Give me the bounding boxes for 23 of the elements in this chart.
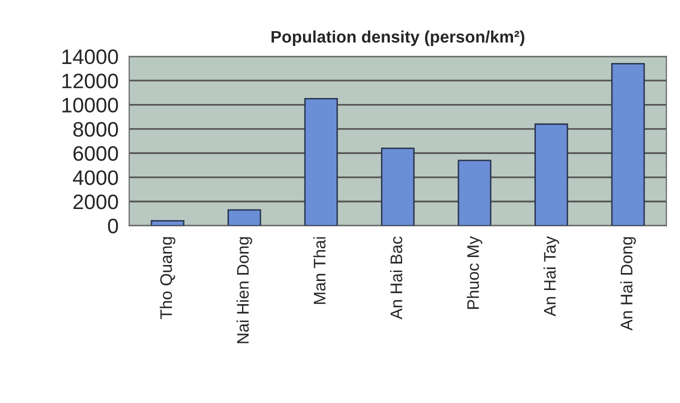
y-tick-label: 0 <box>108 218 118 234</box>
y-tick-label: 6000 <box>74 146 118 161</box>
bar <box>611 62 645 226</box>
x-tick-label: An Hai Bac <box>390 236 402 320</box>
x-tick-label: An Hai Dong <box>620 237 636 331</box>
y-tick-label: 14000 <box>62 49 118 64</box>
bar <box>458 160 492 226</box>
y-tick-label: 10000 <box>62 98 118 113</box>
y-tick-label: 12000 <box>62 74 118 88</box>
x-tick-label: Tho Quang <box>160 237 176 320</box>
y-tick-label: 4000 <box>72 170 118 186</box>
x-tick-label: Man Thai <box>313 237 326 304</box>
y-tick-label: 2000 <box>73 194 118 210</box>
x-tick-label: Phuoc My <box>466 236 482 309</box>
bar <box>534 123 568 226</box>
bar <box>228 209 262 226</box>
bar <box>380 148 415 226</box>
x-tick-label: Nai Hien Dong <box>236 237 252 344</box>
y-tick-label: 8000 <box>73 122 118 137</box>
bar <box>304 98 338 226</box>
x-tick-label: An Hai Tay <box>544 236 560 316</box>
chart-title: Population density (person/km²) <box>272 30 524 46</box>
bar <box>150 220 184 226</box>
